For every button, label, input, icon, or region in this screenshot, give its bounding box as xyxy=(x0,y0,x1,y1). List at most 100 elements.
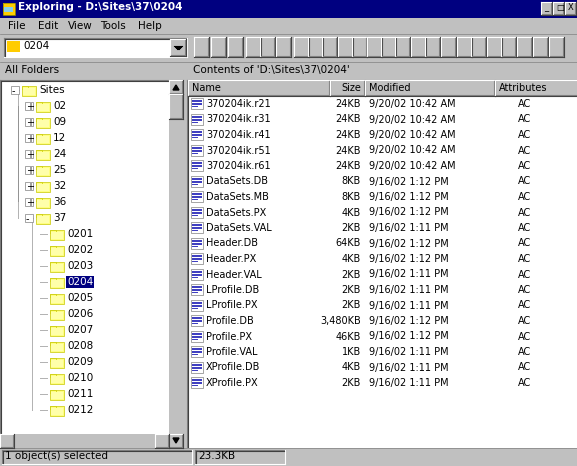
Bar xyxy=(50,374,64,384)
Text: 8KB: 8KB xyxy=(342,192,361,202)
Bar xyxy=(3,3,15,15)
Bar xyxy=(25,150,33,158)
Bar xyxy=(191,330,203,342)
Bar xyxy=(441,37,456,57)
Bar xyxy=(23,88,35,95)
Bar xyxy=(194,37,209,57)
Bar xyxy=(36,134,50,144)
Bar xyxy=(192,258,202,260)
Bar xyxy=(191,144,203,156)
Bar xyxy=(37,216,49,223)
Text: AC: AC xyxy=(518,378,531,388)
Bar xyxy=(192,317,202,319)
Text: XProfile.PX: XProfile.PX xyxy=(206,378,258,388)
Bar xyxy=(192,146,202,149)
Text: 9/20/02 10:42 AM: 9/20/02 10:42 AM xyxy=(369,161,456,171)
Bar xyxy=(294,37,309,57)
Text: 0211: 0211 xyxy=(67,389,93,399)
Text: AC: AC xyxy=(518,254,531,264)
Text: AC: AC xyxy=(518,99,531,109)
Text: DataSets.PX: DataSets.PX xyxy=(206,207,266,218)
Bar xyxy=(192,178,202,179)
Text: AC: AC xyxy=(518,145,531,156)
Text: 37: 37 xyxy=(53,213,66,223)
Bar xyxy=(192,379,202,381)
Bar xyxy=(50,246,56,249)
Bar xyxy=(192,103,202,105)
Bar xyxy=(0,434,169,448)
Text: 2KB: 2KB xyxy=(342,223,361,233)
Text: 24KB: 24KB xyxy=(335,130,361,140)
Bar xyxy=(191,114,203,124)
Bar xyxy=(192,131,202,133)
Text: AC: AC xyxy=(518,269,531,280)
Text: Sites: Sites xyxy=(39,85,65,95)
Bar xyxy=(191,253,203,264)
Bar xyxy=(0,0,577,18)
Bar xyxy=(169,80,183,94)
Bar xyxy=(0,434,14,448)
Text: 0210: 0210 xyxy=(67,373,93,383)
Text: Exploring - D:\Sites\37\0204: Exploring - D:\Sites\37\0204 xyxy=(18,2,182,12)
Text: 09: 09 xyxy=(53,117,66,127)
Text: 0207: 0207 xyxy=(67,325,93,335)
Text: 9/16/02 1:11 PM: 9/16/02 1:11 PM xyxy=(369,347,449,357)
Bar xyxy=(260,37,275,57)
Text: 64KB: 64KB xyxy=(336,239,361,248)
Bar xyxy=(191,315,203,326)
Polygon shape xyxy=(173,85,179,90)
Text: 46KB: 46KB xyxy=(336,331,361,342)
Text: 8KB: 8KB xyxy=(342,177,361,186)
Bar xyxy=(192,292,198,293)
Bar xyxy=(457,37,472,57)
Bar xyxy=(51,232,63,239)
Text: X: X xyxy=(568,3,574,12)
Bar xyxy=(36,182,50,192)
Bar xyxy=(192,162,202,164)
Bar xyxy=(192,366,202,369)
Bar xyxy=(191,191,203,202)
Bar xyxy=(549,37,564,57)
Text: 32: 32 xyxy=(53,181,66,191)
Text: 9/16/02 1:11 PM: 9/16/02 1:11 PM xyxy=(369,269,449,280)
Bar xyxy=(188,80,330,96)
Bar xyxy=(192,242,202,245)
Text: AC: AC xyxy=(518,316,531,326)
Bar xyxy=(11,86,19,94)
Bar xyxy=(192,338,198,340)
Bar xyxy=(211,37,226,57)
Bar xyxy=(50,262,56,265)
Bar xyxy=(330,80,365,96)
Text: 24KB: 24KB xyxy=(335,115,361,124)
Polygon shape xyxy=(173,438,179,443)
Text: LProfile.DB: LProfile.DB xyxy=(206,285,259,295)
Bar xyxy=(25,182,33,190)
Bar xyxy=(191,300,203,310)
Bar xyxy=(191,160,203,171)
Text: □: □ xyxy=(556,3,564,12)
Text: _: _ xyxy=(544,3,548,12)
Bar xyxy=(155,434,169,448)
Text: XProfile.DB: XProfile.DB xyxy=(206,363,260,372)
Bar xyxy=(191,129,203,140)
Text: -: - xyxy=(26,214,29,225)
Bar xyxy=(0,448,577,466)
Bar xyxy=(192,116,202,117)
Text: +: + xyxy=(26,183,34,192)
Bar xyxy=(195,450,285,464)
Text: Profile.PX: Profile.PX xyxy=(206,331,252,342)
Bar xyxy=(192,255,202,257)
Bar xyxy=(169,94,183,119)
Bar xyxy=(191,206,203,218)
Bar xyxy=(192,351,202,353)
Bar xyxy=(50,406,56,409)
Bar xyxy=(192,240,202,241)
Bar xyxy=(192,320,202,322)
Bar xyxy=(381,37,396,57)
Bar xyxy=(192,134,202,136)
Text: 9/16/02 1:11 PM: 9/16/02 1:11 PM xyxy=(369,363,449,372)
Text: 370204ik.r31: 370204ik.r31 xyxy=(206,115,271,124)
Text: AC: AC xyxy=(518,347,531,357)
Bar xyxy=(191,377,203,388)
Text: +: + xyxy=(26,103,34,112)
